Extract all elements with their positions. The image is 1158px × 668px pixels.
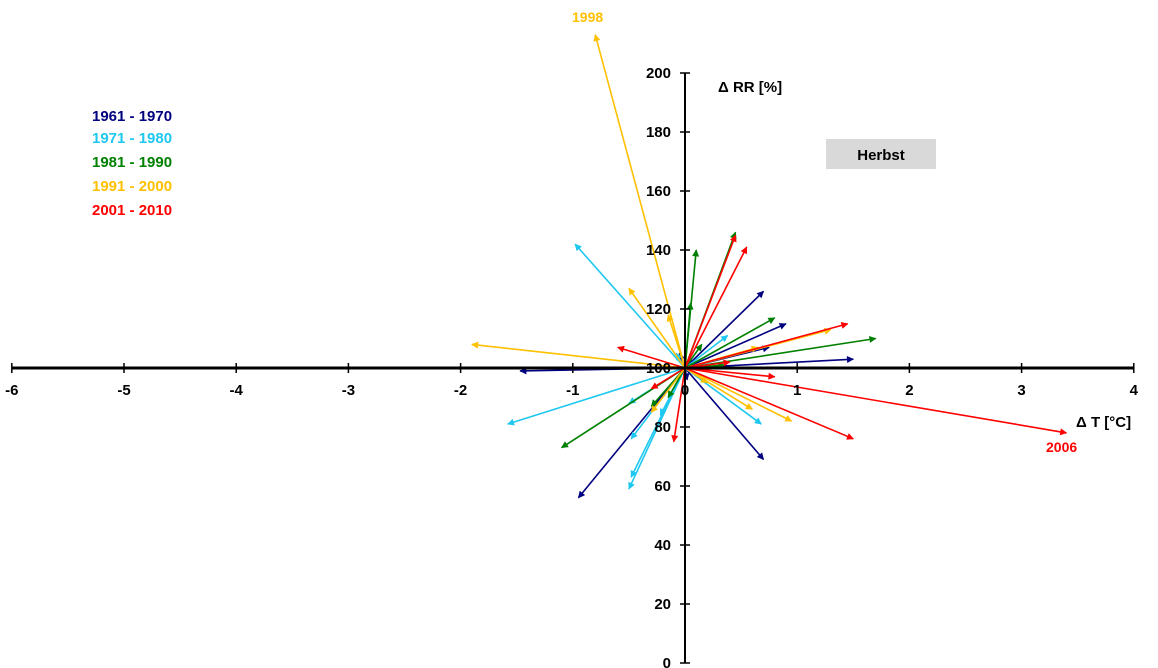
vector-1971-1980-4	[684, 367, 762, 425]
y-tick-label: 180	[646, 124, 671, 141]
y-tick-label: 160	[646, 183, 671, 200]
season-label: Herbst	[857, 147, 905, 164]
x-axis-title: Δ T [°C]	[1076, 414, 1131, 431]
ticks: -6 -5 -4 -3 -2 -1 0 1 2 3 402040608010012014016018…	[5, 65, 1139, 668]
season-label-box: Herbst	[826, 139, 936, 169]
vector-1961-1970-4	[684, 367, 765, 460]
vector-1971-1980-7	[628, 367, 686, 490]
vector-1991-2000-5	[684, 367, 793, 422]
legend-item-1981-1990: 1981 - 1990	[92, 154, 172, 171]
vector-1991-2000-9	[650, 367, 686, 413]
x-tick-label: -1	[566, 382, 579, 399]
annotation-1998: 1998	[572, 9, 603, 25]
x-tick-label: -6	[5, 382, 18, 399]
vector-2001-2010-7	[671, 367, 686, 443]
legend: 1961 - 1970 1971 - 1980 1981 - 1990 1991…	[92, 108, 172, 219]
y-tick-label: 40	[654, 537, 671, 554]
y-tick-label: 0	[663, 655, 671, 668]
vector-2001-2010-8	[650, 367, 686, 390]
y-tick-label: 200	[646, 65, 671, 82]
y-axis-title: Δ RR [%]	[718, 79, 782, 96]
vector-1961-1970-2	[684, 323, 787, 369]
legend-item-1991-2000: 1991 - 2000	[92, 178, 172, 195]
vector-1991-2000-1	[471, 341, 686, 369]
vector-1991-2000-8	[684, 367, 709, 384]
y-tick-label: 100	[646, 360, 671, 377]
y-tick-label: 140	[646, 242, 671, 259]
x-tick-label: 1	[793, 382, 801, 399]
vector-2001-2010-6	[617, 345, 686, 369]
x-tick-label: 4	[1130, 382, 1139, 399]
vector-1971-1980-6	[684, 334, 729, 369]
vector-2001-2010-4	[684, 367, 1068, 436]
y-tick-label: 60	[654, 478, 671, 495]
x-tick-label: -5	[117, 382, 130, 399]
annotation-2006: 2006	[1046, 439, 1077, 455]
legend-item-2001-2010: 2001 - 2010	[92, 202, 172, 219]
legend-item-1971-1980: 1971 - 1980	[92, 130, 172, 147]
vector-2001-2010-3	[684, 367, 854, 440]
x-tick-label: -3	[342, 382, 355, 399]
vectors	[471, 33, 1068, 499]
y-tick-label: 80	[654, 419, 671, 436]
vector-1991-2000-0	[593, 33, 686, 369]
vector-2001-2010-2	[684, 322, 849, 369]
legend-item-1961-1970: 1961 - 1970	[92, 108, 172, 125]
vector-1991-2000-2	[628, 287, 686, 369]
x-tick-label: -2	[454, 382, 467, 399]
x-tick-label: 3	[1017, 382, 1025, 399]
vector-1971-1980-0	[574, 243, 686, 369]
vector-1981-1990-2	[684, 317, 776, 369]
x-tick-label: 2	[905, 382, 913, 399]
vector-1961-1970-1	[684, 290, 765, 369]
vector-1971-1980-1	[507, 367, 686, 426]
vector-2001-2010-0	[684, 234, 737, 369]
season-label-background	[826, 139, 936, 169]
x-tick-label: 0	[681, 382, 689, 399]
vector-2001-2010-1	[684, 246, 748, 369]
vector-1991-2000-3	[666, 314, 686, 369]
y-tick-label: 20	[654, 596, 671, 613]
x-tick-label: -4	[230, 382, 244, 399]
y-tick-label: 120	[646, 301, 671, 318]
